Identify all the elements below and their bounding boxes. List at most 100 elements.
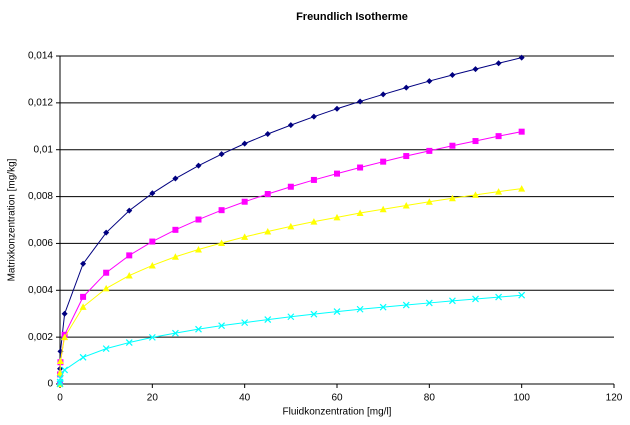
marker (195, 216, 202, 223)
marker (403, 84, 410, 91)
y-tick-label: 0,014 (28, 51, 53, 62)
marker (241, 233, 249, 240)
marker (241, 140, 248, 147)
marker (380, 91, 387, 98)
marker (102, 345, 110, 353)
marker (495, 133, 502, 140)
marker (264, 190, 271, 197)
marker (56, 380, 64, 388)
y-tick-label: 0,01 (34, 144, 54, 155)
marker (472, 66, 479, 73)
x-tick-label: 20 (147, 393, 159, 404)
marker (425, 198, 433, 205)
marker (218, 151, 225, 158)
marker (195, 246, 202, 253)
marker (102, 284, 110, 292)
y-tick-label: 0 (47, 379, 53, 390)
marker (449, 142, 456, 149)
marker (125, 272, 133, 279)
x-tick-label: 80 (424, 393, 436, 404)
marker (310, 176, 317, 183)
marker (334, 170, 340, 177)
series-line (59, 57, 522, 385)
marker (310, 218, 318, 225)
marker (472, 138, 479, 145)
marker (264, 131, 271, 138)
marker (287, 222, 295, 230)
marker (61, 333, 69, 341)
marker (356, 209, 364, 216)
marker (518, 185, 526, 192)
marker (403, 153, 410, 160)
marker (148, 261, 156, 269)
marker (333, 308, 341, 316)
marker (472, 295, 479, 303)
marker (264, 227, 272, 235)
marker (79, 303, 87, 310)
marker (518, 128, 525, 135)
marker (356, 305, 364, 313)
marker (518, 54, 525, 61)
marker (448, 297, 456, 305)
marker (333, 213, 341, 221)
marker (61, 310, 68, 317)
marker (287, 122, 294, 129)
marker (426, 147, 433, 154)
marker (402, 301, 410, 309)
x-tick-label: 60 (331, 393, 343, 404)
marker (80, 293, 87, 300)
x-axis-label: Fluidkonzentration [mg/l] (283, 407, 392, 418)
marker (379, 303, 387, 311)
marker (287, 183, 294, 190)
marker (495, 293, 503, 301)
marker (449, 71, 456, 78)
marker (56, 357, 64, 365)
x-tick-label: 120 (606, 393, 623, 404)
marker (287, 313, 295, 321)
marker (495, 60, 502, 67)
series-line (59, 131, 522, 385)
marker (126, 252, 133, 259)
marker (472, 191, 479, 198)
marker (448, 194, 456, 202)
marker (402, 201, 410, 209)
marker (357, 164, 364, 171)
marker (126, 207, 133, 214)
x-tick-label: 100 (513, 393, 530, 404)
marker (103, 269, 110, 276)
marker (61, 366, 69, 374)
marker (149, 238, 156, 245)
series-line (59, 294, 522, 385)
marker (218, 207, 225, 214)
marker (80, 260, 87, 267)
marker (380, 158, 387, 165)
marker (218, 322, 226, 330)
y-tick-label: 0,002 (28, 332, 53, 343)
marker (241, 319, 249, 327)
y-tick-label: 0,012 (28, 97, 53, 108)
marker (426, 78, 433, 85)
chart-title: Freundlich Isotherme (296, 11, 408, 23)
marker (310, 310, 318, 318)
marker (171, 329, 179, 337)
marker (149, 190, 156, 197)
marker (495, 188, 503, 195)
marker (310, 113, 317, 120)
y-tick-label: 0,004 (28, 285, 53, 296)
marker (379, 205, 387, 213)
x-tick-label: 40 (239, 393, 251, 404)
marker (79, 353, 87, 361)
marker (103, 229, 110, 236)
y-tick-label: 0,008 (28, 191, 53, 202)
marker (171, 253, 179, 260)
marker (357, 98, 364, 105)
marker (264, 316, 272, 323)
marker (172, 175, 179, 182)
marker (518, 291, 526, 299)
y-axis-label: Matrixkonzentration [mg/kg] (7, 158, 18, 281)
x-tick-label: 0 (57, 393, 63, 404)
marker (195, 325, 202, 333)
marker (241, 198, 248, 205)
